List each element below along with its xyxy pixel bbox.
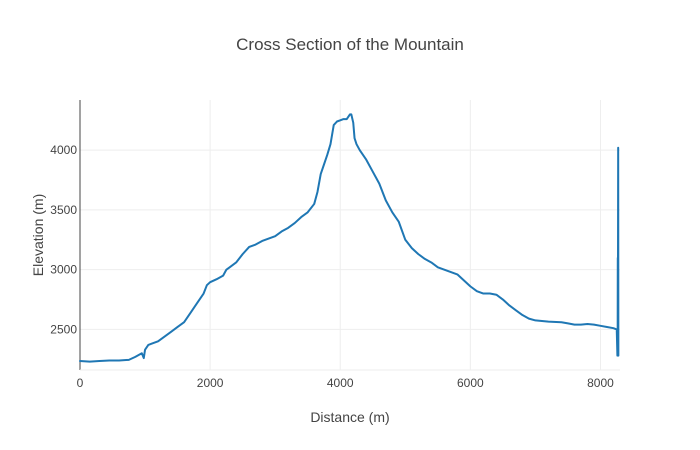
series-line <box>79 113 620 363</box>
x-tick-label: 6000 <box>457 376 484 390</box>
chart-title: Cross Section of the Mountain <box>236 35 464 54</box>
series-layer <box>79 113 620 363</box>
x-tick-label: 0 <box>77 376 84 390</box>
tick-labels: 0 2000 4000 6000 8000 2500 3000 3500 4000 <box>50 143 614 390</box>
y-axis-title: Elevation (m) <box>30 194 46 276</box>
x-axis-title: Distance (m) <box>310 409 389 425</box>
axes <box>79 100 620 371</box>
y-tick-label: 3500 <box>50 203 77 217</box>
y-tick-label: 2500 <box>50 322 77 336</box>
gridlines <box>80 100 620 370</box>
y-tick-label: 4000 <box>50 143 77 157</box>
y-tick-label: 3000 <box>50 263 77 277</box>
x-tick-label: 4000 <box>327 376 354 390</box>
x-tick-label: 2000 <box>197 376 224 390</box>
x-tick-label: 8000 <box>587 376 614 390</box>
